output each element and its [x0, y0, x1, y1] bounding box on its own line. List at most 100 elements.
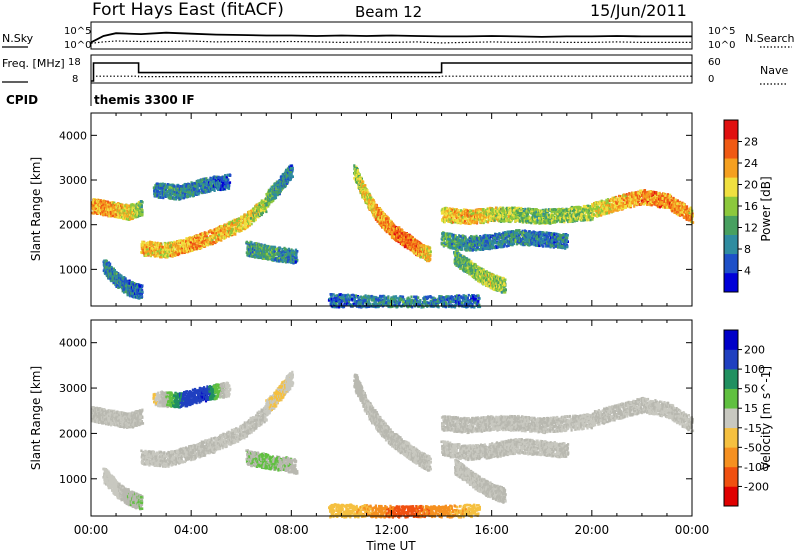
data-cell	[170, 244, 173, 247]
data-cell	[91, 211, 94, 215]
data-cell	[150, 241, 153, 244]
data-cell	[269, 194, 272, 197]
data-cell	[277, 192, 280, 195]
data-cell	[127, 216, 130, 220]
data-cell	[250, 213, 253, 216]
data-cell	[159, 248, 162, 251]
data-cell	[188, 237, 191, 240]
data-cell	[164, 245, 167, 249]
data-cell	[266, 193, 269, 197]
data-cell	[189, 193, 193, 197]
data-cell	[294, 260, 297, 263]
data-cell	[266, 255, 269, 259]
data-cell	[166, 256, 169, 259]
data-cell	[205, 243, 208, 246]
data-cell	[253, 253, 256, 257]
data-cell	[271, 192, 274, 196]
data-cell	[181, 185, 184, 188]
data-cell	[281, 187, 284, 190]
data-cell	[100, 208, 103, 212]
data-cell	[219, 176, 222, 180]
data-cell	[258, 203, 261, 207]
data-cell	[251, 218, 255, 222]
data-cell	[212, 229, 215, 232]
data-cell	[126, 206, 129, 210]
data-cell	[258, 252, 261, 256]
data-cell	[115, 206, 118, 209]
data-cell	[191, 248, 194, 252]
data-cell	[278, 179, 281, 183]
data-cell	[257, 252, 260, 255]
data-cell	[95, 201, 98, 205]
freq-right-tick-bottom: 0	[708, 74, 714, 85]
data-cell	[233, 227, 236, 231]
data-cell	[192, 191, 196, 194]
data-cell	[157, 196, 160, 199]
data-cell	[262, 204, 265, 207]
data-cell	[200, 246, 203, 250]
data-cell	[224, 178, 228, 182]
data-cell	[269, 192, 272, 195]
data-cell	[98, 205, 101, 208]
data-cell	[193, 181, 196, 185]
data-cell	[205, 241, 208, 245]
data-cell	[221, 187, 224, 191]
data-cell	[226, 222, 229, 226]
data-cell	[223, 233, 226, 236]
nave-label: Nave	[760, 64, 788, 77]
data-cell	[203, 243, 206, 247]
data-cell	[107, 208, 110, 211]
data-cell	[156, 241, 159, 245]
noise-panel: N.Sky 10^5 10^0 10^5 10^0 N.Search	[2, 21, 795, 51]
data-cell	[171, 253, 174, 256]
data-cell	[237, 217, 240, 220]
data-cell	[189, 243, 192, 246]
data-cell	[284, 247, 287, 251]
data-cell	[216, 177, 219, 181]
data-cell	[217, 176, 220, 179]
data-cell	[273, 196, 276, 199]
data-cell	[156, 244, 159, 248]
data-cell	[132, 203, 135, 207]
data-cell	[261, 205, 264, 209]
data-cell	[210, 186, 213, 189]
data-cell	[155, 251, 158, 254]
data-cell	[253, 219, 256, 223]
data-cell	[129, 216, 132, 220]
data-cell	[161, 183, 164, 187]
data-cell	[225, 232, 228, 235]
data-cell	[226, 233, 230, 236]
data-cell	[91, 207, 94, 210]
data-cell	[258, 202, 261, 205]
data-cell	[164, 186, 167, 189]
data-cell	[257, 256, 260, 260]
data-cell	[286, 180, 290, 183]
data-cell	[251, 210, 254, 213]
data-cell	[273, 189, 276, 192]
data-cell	[185, 240, 188, 243]
data-cell	[95, 207, 98, 210]
data-cell	[141, 244, 144, 247]
data-cell	[206, 238, 209, 242]
data-cell	[357, 172, 360, 176]
data-cell	[223, 177, 226, 181]
data-cell	[290, 165, 293, 168]
data-cell	[222, 236, 225, 239]
data-cell	[159, 253, 162, 257]
data-cell	[121, 203, 124, 206]
data-cell	[260, 209, 263, 212]
data-cell	[226, 173, 229, 177]
data-cell	[166, 250, 169, 253]
data-cell	[197, 235, 200, 239]
data-cell	[257, 255, 260, 258]
data-cell	[151, 248, 154, 251]
data-cell	[231, 227, 234, 231]
data-cell	[197, 242, 201, 245]
data-cell	[229, 229, 232, 233]
data-cell	[265, 252, 268, 256]
data-cell	[183, 184, 186, 187]
data-cell	[142, 251, 145, 254]
data-cell	[179, 196, 182, 199]
data-cell	[100, 206, 103, 210]
noise-right-tick-bottom: 10^0	[708, 40, 735, 51]
